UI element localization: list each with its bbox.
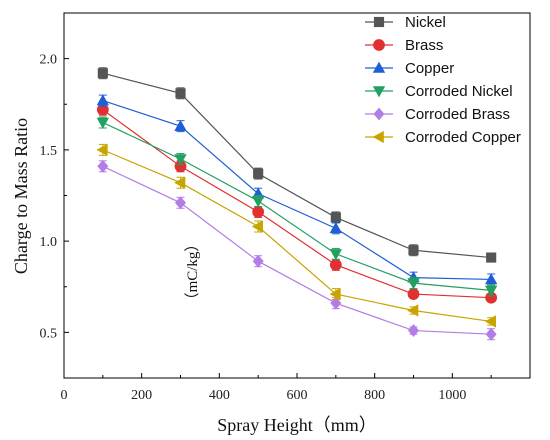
data-point — [97, 68, 108, 79]
series-nickel — [97, 67, 497, 263]
x-tick-label: 600 — [287, 388, 308, 403]
x-tick-label: 0 — [61, 388, 68, 403]
data-point — [484, 315, 496, 328]
data-point — [485, 327, 497, 341]
data-point — [484, 273, 498, 285]
data-point — [97, 159, 109, 173]
data-point — [252, 254, 264, 268]
legend-marker — [373, 16, 385, 28]
data-point — [96, 94, 110, 106]
series-corroded-nickel — [96, 116, 498, 297]
legend-item: Corroded Brass — [365, 106, 510, 123]
data-point — [329, 249, 343, 261]
data-point — [484, 285, 498, 297]
data-point — [174, 119, 187, 131]
data-point — [96, 143, 108, 157]
data-point — [174, 176, 186, 189]
series-corroded-copper — [96, 143, 496, 328]
data-point — [175, 88, 186, 99]
legend-marker — [373, 107, 385, 121]
y-tick-label: 1.0 — [40, 235, 58, 250]
data-point — [330, 212, 341, 223]
series-line — [102, 149, 492, 323]
data-point — [408, 245, 419, 256]
data-point — [407, 304, 419, 317]
x-tick-label: 1000 — [438, 388, 466, 403]
y-tick-label: 1.5 — [40, 144, 58, 159]
data-point — [253, 168, 264, 179]
data-point — [408, 324, 419, 337]
legend-marker — [372, 61, 386, 73]
unit-label: （mC/kg） — [184, 237, 201, 308]
data-point — [330, 296, 342, 310]
series-layer — [96, 67, 498, 341]
legend-item: Nickel — [365, 14, 446, 31]
series-copper — [96, 94, 498, 286]
x-tick-label: 400 — [209, 388, 230, 403]
series-brass — [96, 103, 498, 304]
legend-label: Copper — [405, 60, 454, 77]
data-point — [407, 288, 420, 300]
data-point — [486, 252, 497, 263]
data-point — [252, 206, 265, 218]
x-axis-title: Spray Height（mm） — [217, 415, 377, 435]
series-line — [102, 109, 492, 299]
legend-marker — [373, 39, 385, 51]
series-line — [102, 165, 492, 335]
x-tick-label: 200 — [131, 388, 152, 403]
legend-marker — [372, 86, 386, 98]
data-point — [96, 117, 110, 129]
y-tick-label: 0.5 — [40, 326, 58, 341]
x-tick-label: 800 — [364, 388, 385, 403]
data-point — [329, 287, 341, 301]
data-point — [174, 154, 187, 166]
series-line — [102, 121, 492, 291]
legend-item: Corroded Nickel — [365, 83, 513, 100]
data-point — [251, 220, 263, 233]
y-axis-title: Charge to Mass Ratio — [11, 118, 31, 274]
legend-item: Copper — [365, 60, 454, 77]
legend-item: Corroded Copper — [365, 129, 521, 146]
series-corroded-brass — [97, 159, 497, 341]
legend-item: Brass — [365, 37, 443, 54]
legend-marker — [372, 130, 384, 144]
legend-label: Corroded Brass — [405, 106, 510, 123]
legend-label: Corroded Nickel — [405, 83, 513, 100]
legend-label: Brass — [405, 37, 443, 54]
legend-label: Corroded Copper — [405, 129, 521, 146]
series-line — [102, 72, 492, 259]
data-point — [329, 222, 343, 234]
data-point — [251, 196, 265, 208]
data-point — [407, 278, 420, 290]
legend: Nickel Brass Copper Corroded Nickel Corroded… — [365, 14, 521, 146]
data-point — [329, 258, 342, 271]
y-tick-label: 2.0 — [40, 53, 58, 68]
legend-label: Nickel — [405, 14, 446, 31]
data-point — [175, 196, 186, 210]
series-line — [102, 100, 492, 281]
ticks: 0 200 400 600 800 1000 0.5 1.0 1.5 2.0 — [40, 53, 492, 403]
